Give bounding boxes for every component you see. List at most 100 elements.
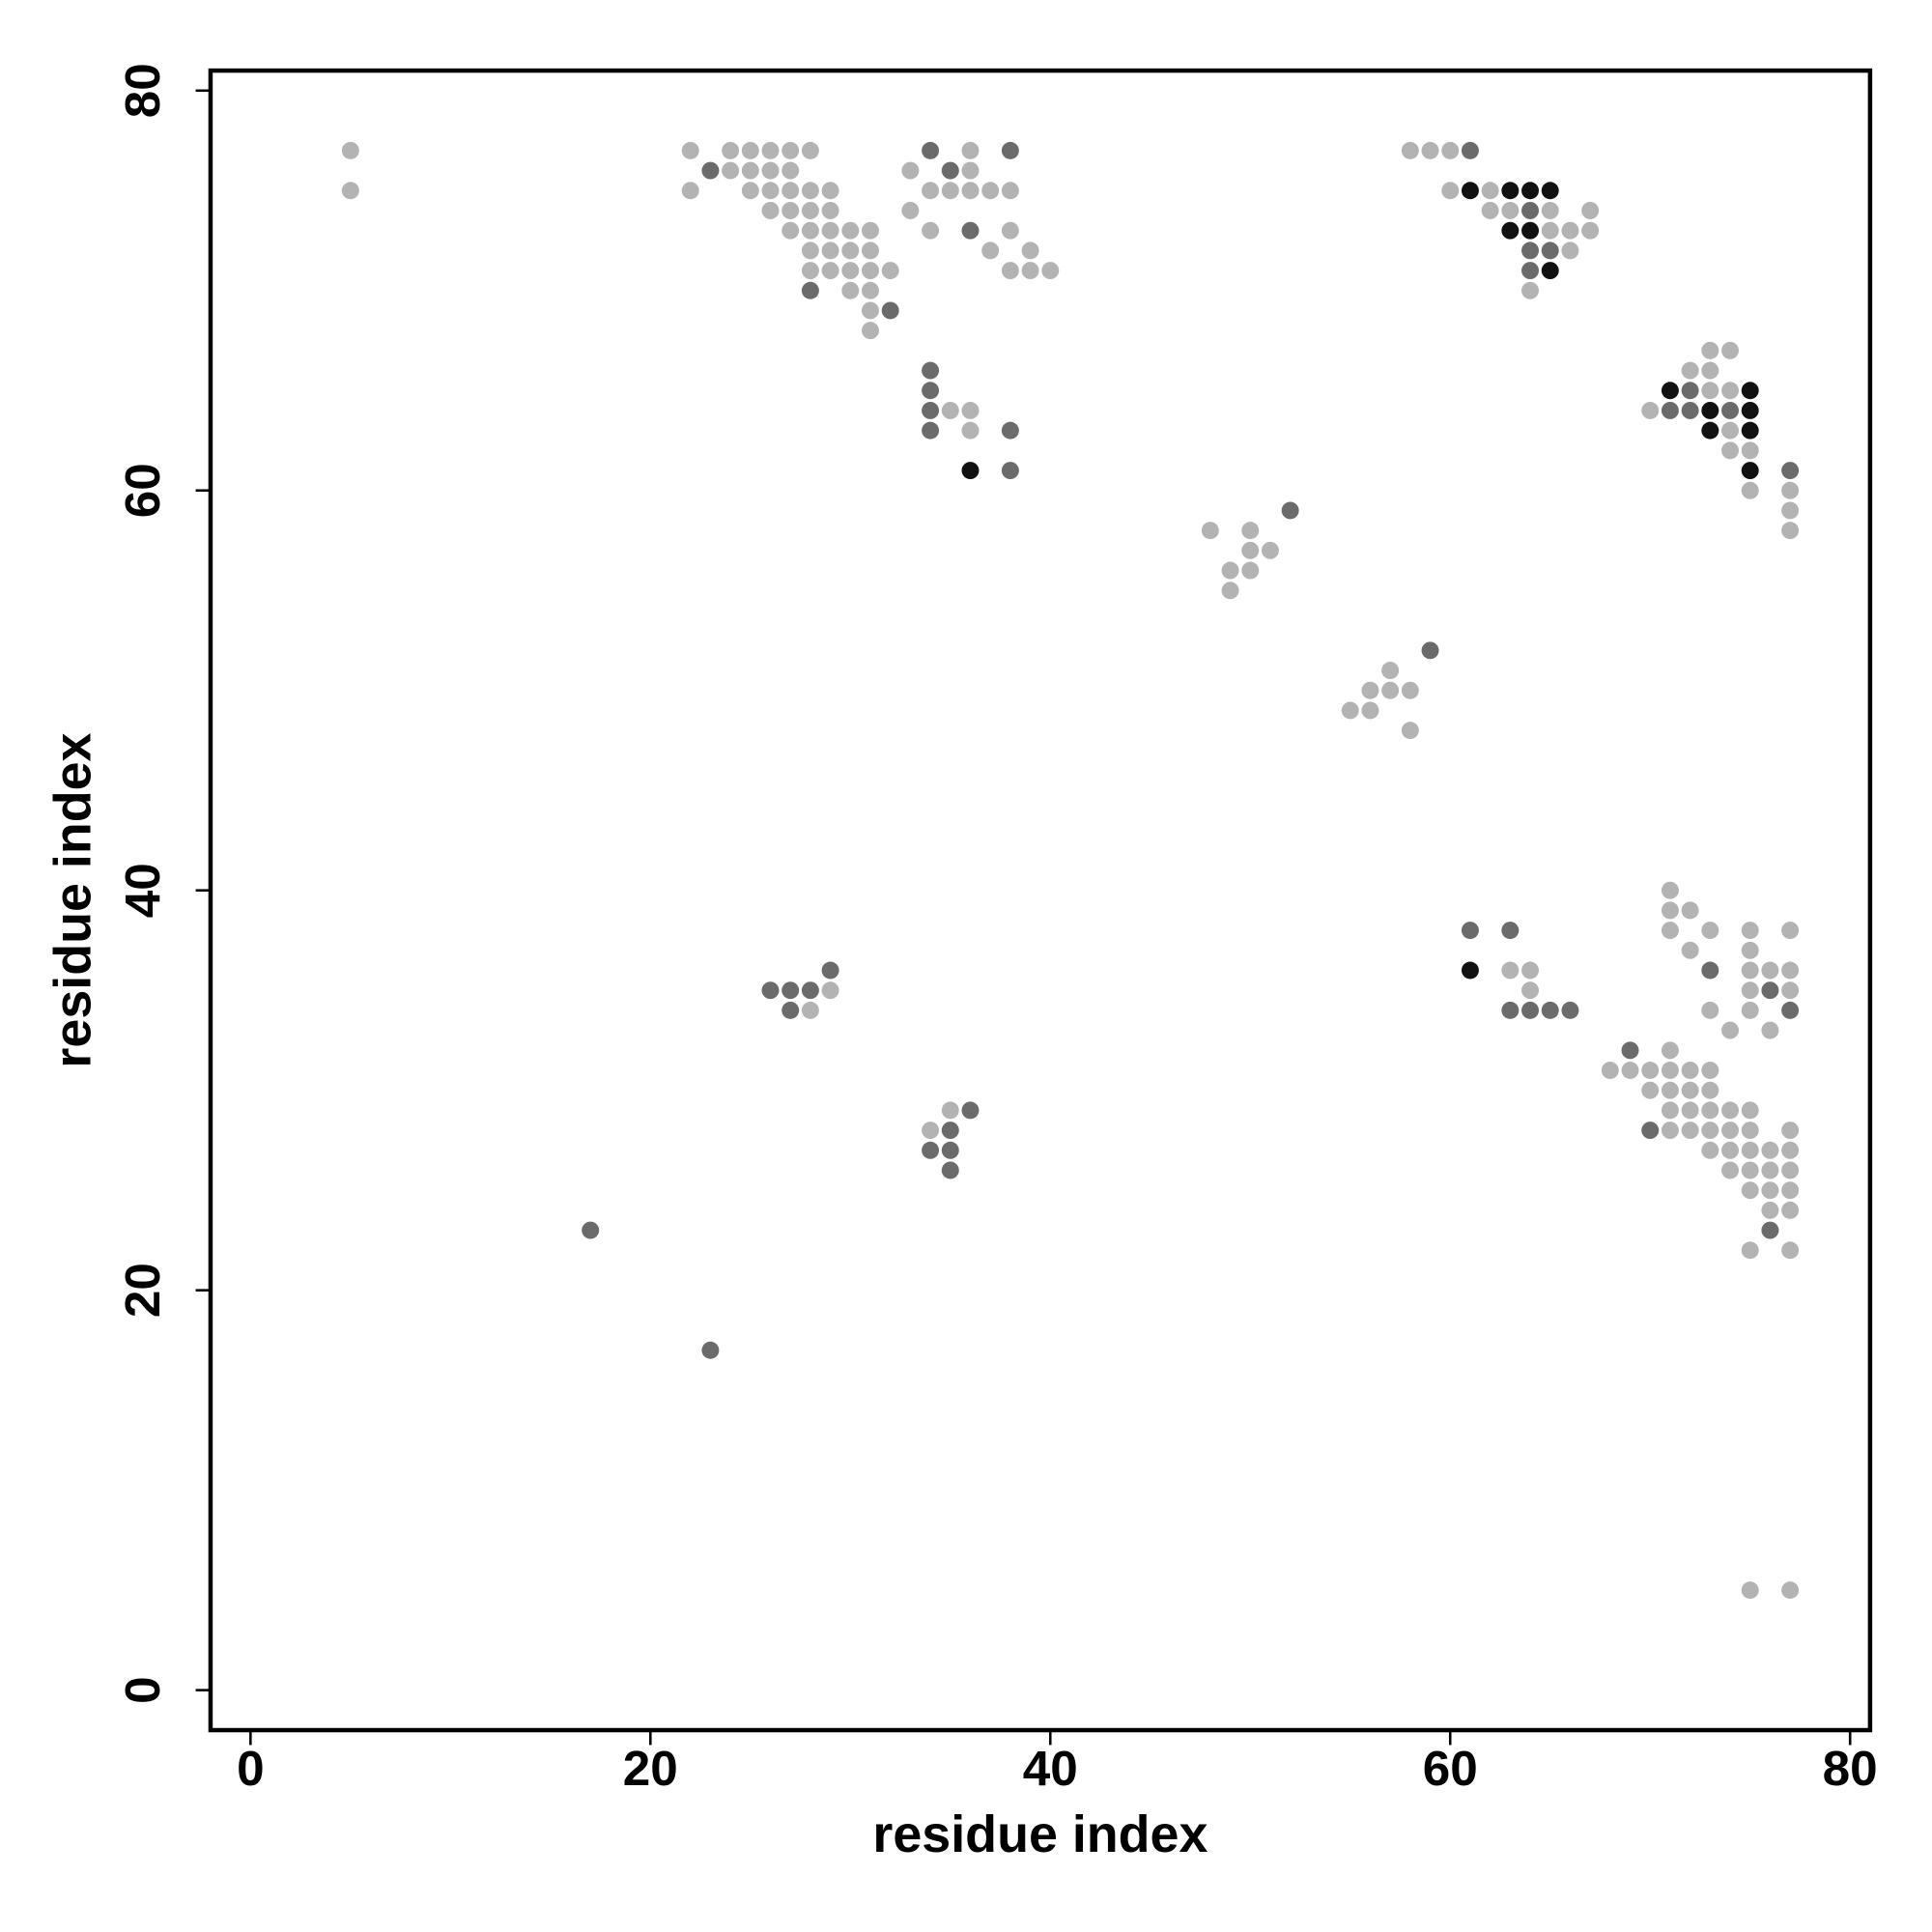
- point: [1241, 561, 1260, 580]
- point: [1461, 922, 1479, 940]
- y-tick-label: 60: [115, 463, 170, 518]
- point: [922, 1122, 940, 1140]
- x-tick-label: 80: [1823, 1741, 1878, 1796]
- point: [1721, 382, 1739, 400]
- point: [961, 401, 980, 419]
- point: [1001, 462, 1019, 480]
- point: [741, 141, 759, 159]
- point: [1721, 421, 1739, 440]
- point: [1681, 382, 1699, 400]
- point: [1381, 681, 1400, 699]
- point: [1241, 522, 1260, 540]
- point: [1781, 1001, 1800, 1019]
- point: [1701, 341, 1719, 359]
- point: [722, 161, 740, 180]
- point: [1361, 701, 1379, 720]
- point: [801, 1001, 819, 1019]
- point: [1241, 541, 1260, 559]
- point: [1221, 561, 1239, 580]
- point: [961, 421, 980, 440]
- point: [1641, 1081, 1660, 1099]
- point: [1521, 221, 1540, 240]
- point: [1521, 242, 1540, 260]
- point: [841, 221, 860, 240]
- point: [1781, 1241, 1800, 1260]
- point: [1361, 681, 1379, 699]
- point: [1001, 262, 1019, 280]
- point: [741, 182, 759, 200]
- point: [1541, 242, 1559, 260]
- point: [881, 301, 899, 320]
- point: [781, 221, 800, 240]
- point: [1641, 401, 1660, 419]
- point: [922, 361, 940, 380]
- point: [1741, 922, 1759, 940]
- point: [922, 382, 940, 400]
- point: [1401, 681, 1419, 699]
- point: [1741, 421, 1759, 440]
- point: [841, 281, 860, 299]
- point: [1721, 1161, 1739, 1179]
- point: [1701, 1122, 1719, 1140]
- point: [1701, 1101, 1719, 1120]
- point: [941, 1122, 959, 1140]
- point: [1461, 961, 1479, 980]
- point: [801, 981, 819, 1000]
- point: [761, 182, 780, 200]
- point: [1021, 262, 1039, 280]
- point: [1701, 1141, 1719, 1159]
- point: [1741, 441, 1759, 460]
- point: [761, 201, 780, 219]
- point: [821, 242, 839, 260]
- point: [701, 1341, 720, 1359]
- point: [862, 221, 879, 240]
- point: [1541, 182, 1559, 200]
- point: [821, 981, 839, 1000]
- point: [722, 141, 740, 159]
- point: [1561, 1001, 1579, 1019]
- point: [1681, 1101, 1699, 1120]
- point: [1661, 901, 1679, 920]
- point: [681, 182, 699, 200]
- point: [1401, 722, 1419, 740]
- point: [941, 1141, 959, 1159]
- point: [1441, 141, 1460, 159]
- point: [1741, 1161, 1759, 1179]
- x-tick-label: 60: [1423, 1741, 1478, 1796]
- point: [801, 221, 819, 240]
- point: [1661, 1062, 1679, 1079]
- point: [1661, 881, 1679, 899]
- y-tick-label: 20: [115, 1263, 170, 1318]
- point: [1521, 961, 1540, 980]
- point: [1421, 641, 1439, 660]
- point: [741, 161, 759, 180]
- point: [941, 182, 959, 200]
- point: [981, 242, 1000, 260]
- point: [1521, 281, 1540, 299]
- point: [801, 141, 819, 159]
- point: [961, 182, 980, 200]
- point: [961, 462, 980, 480]
- point: [1661, 382, 1679, 400]
- point: [1641, 1122, 1660, 1140]
- point: [1701, 421, 1719, 440]
- point: [1741, 1101, 1759, 1120]
- point: [862, 301, 879, 320]
- point: [1621, 1041, 1639, 1060]
- point: [922, 401, 940, 419]
- point: [1741, 1141, 1759, 1159]
- point: [901, 161, 920, 180]
- point: [1001, 421, 1019, 440]
- point: [922, 421, 940, 440]
- point: [1581, 221, 1600, 240]
- point: [821, 201, 839, 219]
- point: [1681, 401, 1699, 419]
- point: [1741, 1001, 1759, 1019]
- point: [1741, 981, 1759, 1000]
- point: [1581, 201, 1600, 219]
- point: [1741, 462, 1759, 480]
- point: [1781, 1581, 1800, 1600]
- point: [1521, 1001, 1540, 1019]
